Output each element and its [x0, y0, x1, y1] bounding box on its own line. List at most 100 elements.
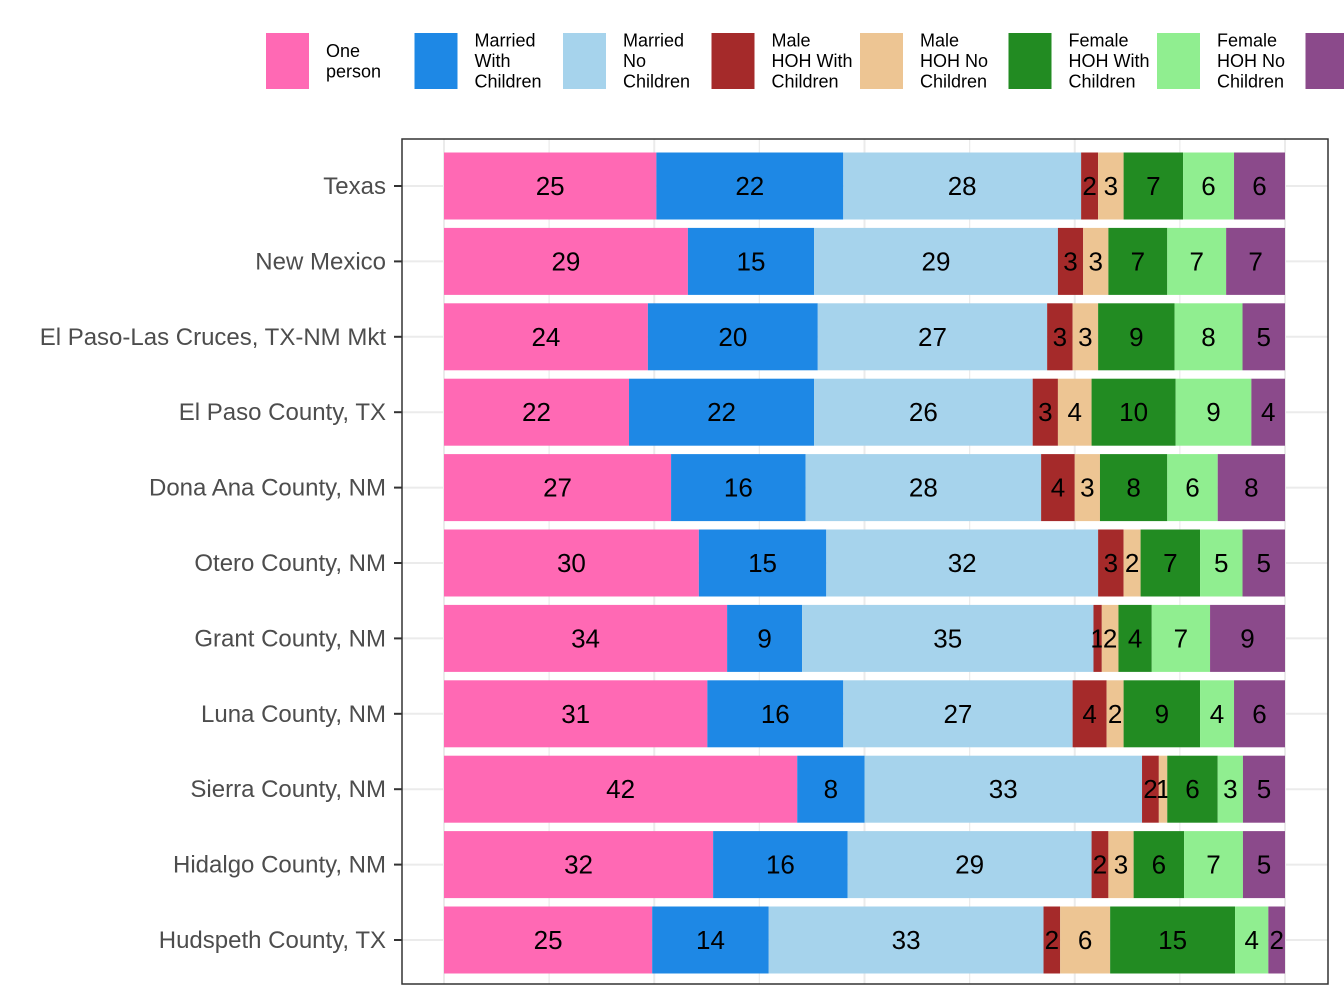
legend-label: Children: [1217, 72, 1284, 92]
bar-segment-female-hoh-with-children: [1091, 378, 1176, 446]
bar-segment-other: [1234, 680, 1285, 748]
bar-segment-one-person: [444, 303, 648, 371]
category-label: Texas: [323, 173, 386, 200]
bar-segment-other: [1242, 529, 1285, 597]
legend-key: [414, 33, 458, 89]
bar-segment-married-with-children: [647, 303, 818, 371]
y-axis: Texas New Mexico El Paso-Las Cruces, TX-NM…: [40, 173, 402, 954]
bar-segment-married-no-children: [814, 378, 1033, 446]
bar-segment-male-hoh-with-children: [1032, 378, 1058, 446]
bar-row-hidalgo-county-nm: 32 16 29 2 3 6 7 5: [444, 831, 1285, 899]
bar-segment-one-person: [444, 604, 728, 672]
category-label: Grant County, NM: [194, 625, 386, 652]
data-label: 1: [1090, 623, 1104, 653]
bar-segment-married-no-children: [768, 906, 1044, 974]
bar-segment-other: [1226, 227, 1285, 295]
bar-segment-married-no-children: [864, 755, 1143, 823]
bar-segment-married-no-children: [843, 680, 1073, 748]
legend-label: Married: [623, 31, 684, 51]
bar-segment-female-hoh-with-children: [1140, 529, 1201, 597]
data-label: 10: [1119, 397, 1148, 427]
bar-segment-one-person: [444, 831, 714, 899]
data-label: 8: [824, 774, 838, 804]
legend-item-other: [1305, 33, 1344, 89]
bar-segment-female-hoh-with-children: [1123, 680, 1201, 748]
bar-row-new-mexico: 29 15 29 3 3 7 7 7: [444, 227, 1285, 295]
bar-segment-female-hoh-no-children: [1200, 529, 1243, 597]
legend-key: [1157, 33, 1200, 89]
data-label: 4: [1128, 623, 1142, 653]
bar-segment-one-person: [444, 906, 653, 974]
bar-segment-female-hoh-no-children: [1200, 680, 1235, 748]
bar-segment-male-hoh-with-children: [1091, 831, 1109, 899]
data-label: 22: [735, 171, 764, 201]
category-label: Luna County, NM: [201, 701, 386, 728]
bar-row-grant-county-nm: 34 9 35 12 4 7 9: [444, 604, 1285, 672]
legend-label: person: [326, 61, 381, 81]
legend-label: Married: [475, 31, 536, 51]
bar-segment-one-person: [444, 152, 657, 220]
bar-segment-married-no-children: [847, 831, 1092, 899]
bar-segment-one-person: [444, 529, 699, 597]
data-label: 2: [1045, 925, 1059, 955]
bar-segment-married-with-children: [652, 906, 769, 974]
data-label: 8: [1244, 473, 1258, 503]
bar-segment-female-hoh-with-children: [1123, 152, 1184, 220]
bar-segment-male-hoh-with-children: [1093, 604, 1102, 672]
data-label: 27: [543, 473, 572, 503]
bar-segment-male-hoh-with-children: [1142, 755, 1159, 823]
bar-segment-one-person: [444, 680, 708, 748]
data-label: 9: [1240, 623, 1254, 653]
data-label: 9: [757, 623, 771, 653]
data-label: 4: [1082, 699, 1096, 729]
data-label: 5: [1214, 548, 1228, 578]
data-label: 2: [1143, 774, 1157, 804]
legend-label: Children: [1069, 72, 1136, 92]
legend-label: Children: [475, 72, 542, 92]
legend-label: HOH No: [920, 51, 988, 71]
data-label: 4: [1210, 699, 1224, 729]
data-label: 24: [531, 322, 560, 352]
bar-segment-male-hoh-with-children: [1041, 454, 1075, 522]
category-label: Dona Ana County, NM: [149, 475, 386, 502]
bar-segment-married-with-children: [656, 152, 844, 220]
data-label: 29: [551, 246, 580, 276]
data-label: 14: [696, 925, 725, 955]
bar-row-el-paso-county-tx: 22 22 26 3 4 10 9 4: [444, 378, 1285, 446]
bar-segment-other: [1242, 303, 1285, 371]
bar-segment-female-hoh-with-children: [1118, 604, 1152, 672]
data-label: 4: [1244, 925, 1258, 955]
legend-label: One: [326, 41, 360, 61]
data-label: 25: [534, 925, 563, 955]
data-label: 9: [1206, 397, 1220, 427]
data-label: 34: [571, 623, 600, 653]
bar-segment-married-no-children: [826, 529, 1099, 597]
data-label: 16: [761, 699, 790, 729]
bar-segment-male-hoh-with-children: [1072, 680, 1107, 748]
data-label: 6: [1252, 699, 1266, 729]
bar-segment-female-hoh-no-children: [1174, 303, 1243, 371]
category-label: New Mexico: [255, 248, 386, 275]
data-label: 9: [1129, 322, 1143, 352]
legend: OnepersonMarriedWithChildrenMarriedNoChi…: [266, 31, 1344, 92]
bar-segment-female-hoh-with-children: [1108, 227, 1168, 295]
bar-segment-married-no-children: [802, 604, 1094, 672]
bar-segment-married-with-children: [671, 454, 806, 522]
data-label: 27: [943, 699, 972, 729]
bar-row-hudspeth-county-tx: 25 14 33 2 6 15 4 2: [444, 906, 1285, 974]
legend-key: [711, 33, 755, 89]
bar-segment-female-hoh-with-children: [1167, 755, 1218, 823]
data-label: 7: [1163, 548, 1177, 578]
bar-segment-male-hoh-with-children: [1081, 152, 1099, 220]
legend-label: HOH No: [1217, 51, 1285, 71]
legend-label: Male: [772, 31, 811, 51]
bar-segment-other: [1242, 755, 1285, 823]
legend-label: Children: [772, 72, 839, 92]
data-label: 27: [918, 322, 947, 352]
bar-segment-female-hoh-no-children: [1235, 906, 1269, 974]
